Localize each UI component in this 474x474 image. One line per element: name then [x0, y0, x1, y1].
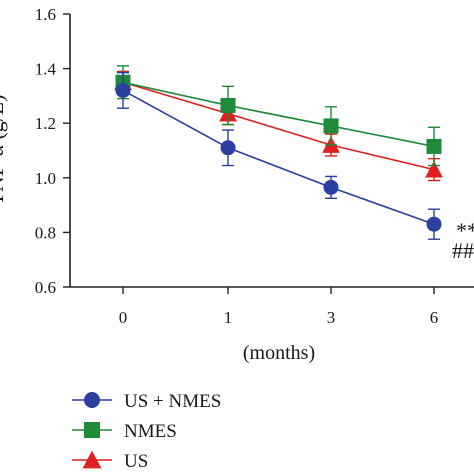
x-tick-label: 0 — [119, 308, 128, 327]
y-axis-label: TNF-α (g/L) — [0, 94, 8, 205]
y-tick-label: 1.2 — [35, 114, 56, 133]
series-line — [122, 89, 435, 225]
legend-marker — [84, 392, 100, 408]
data-point — [426, 216, 442, 232]
y-tick-labels: 0.6 0.8 1.0 1.2 1.4 1.6 — [35, 5, 57, 297]
series-layer — [114, 65, 443, 240]
axes — [63, 13, 474, 294]
series-line — [122, 81, 435, 171]
series-us — [114, 70, 443, 182]
series-nmes — [115, 65, 442, 167]
data-point — [115, 82, 131, 98]
significance-annotation-2: ## — [452, 238, 474, 263]
y-tick-label: 0.8 — [35, 223, 56, 242]
data-point — [220, 97, 236, 113]
y-tick-label: 1.4 — [35, 60, 57, 79]
y-tick-label: 1.0 — [35, 169, 56, 188]
legend-label: US + NMES — [124, 391, 221, 412]
data-point — [426, 138, 442, 154]
legend-label: US — [124, 451, 148, 472]
y-tick-label: 1.6 — [35, 5, 56, 24]
legend-marker — [82, 450, 102, 469]
legend-label: NMES — [124, 421, 177, 442]
data-point — [323, 179, 339, 195]
x-axis-label: (months) — [243, 342, 315, 364]
x-tick-label: 3 — [327, 308, 336, 327]
significance-annotation-1: ** — [456, 218, 474, 243]
series-line — [122, 81, 435, 148]
x-tick-label: 1 — [224, 308, 233, 327]
x-tick-labels: 0 1 3 6 — [119, 308, 439, 327]
y-tick-label: 0.6 — [35, 278, 56, 297]
data-point — [425, 160, 443, 178]
legend-marker — [84, 422, 100, 438]
data-point — [323, 118, 339, 134]
data-point — [220, 140, 236, 156]
series-us-nmes — [115, 71, 442, 240]
x-tick-label: 6 — [430, 308, 439, 327]
legend: US + NMES NMES US — [72, 391, 221, 472]
